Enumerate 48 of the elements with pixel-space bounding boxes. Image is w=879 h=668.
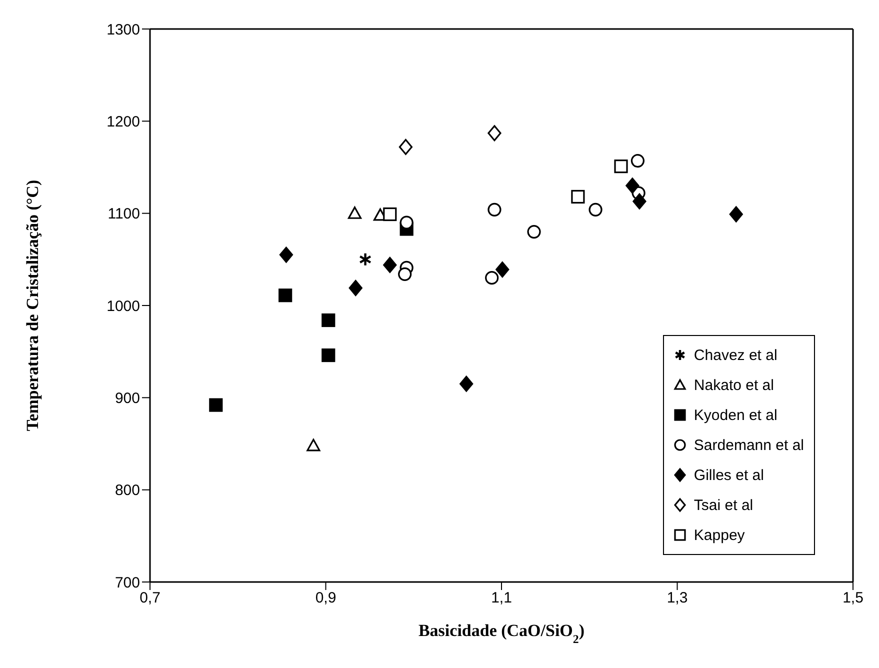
point <box>729 206 743 222</box>
x-tick-label: 0,7 <box>140 590 160 607</box>
point <box>209 398 223 412</box>
point <box>571 190 585 204</box>
point <box>630 154 645 168</box>
point <box>588 202 602 216</box>
legend-label: Tsai et al <box>694 496 754 514</box>
point <box>398 138 413 155</box>
point <box>278 288 292 302</box>
legend-label: Chavez et al <box>694 346 778 364</box>
legend-label: Sardemann et al <box>694 436 804 454</box>
legend-label: Gilles et al <box>694 466 764 484</box>
point <box>383 207 397 222</box>
y-tick-label: 1000 <box>106 298 140 315</box>
point <box>527 224 541 239</box>
point <box>626 178 640 194</box>
point <box>322 313 336 328</box>
x-tick-label: 1,5 <box>842 590 864 607</box>
point <box>614 160 628 174</box>
point <box>398 267 412 281</box>
y-axis-title: Temperatura de Cristalização (°C) <box>23 180 42 432</box>
y-tick-label: 700 <box>114 574 140 592</box>
point <box>488 202 502 216</box>
point <box>488 125 502 142</box>
y-tick-label: 900 <box>114 390 140 407</box>
point <box>279 246 294 263</box>
y-tick-label: 1200 <box>106 113 140 130</box>
x-tick-label: 1,1 <box>491 590 512 607</box>
point <box>306 438 320 452</box>
legend-label: Kappey <box>694 526 745 544</box>
point <box>348 280 362 296</box>
point <box>348 206 362 219</box>
point <box>632 193 646 210</box>
x-tick-label: 1,3 <box>666 590 688 607</box>
x-tick-label: 0,9 <box>315 590 336 607</box>
legend-label: Nakato et al <box>694 376 774 394</box>
legend-label: Kyoden et al <box>694 406 778 424</box>
point <box>322 348 336 362</box>
y-tick-label: 800 <box>114 482 140 500</box>
point <box>400 216 414 230</box>
point <box>460 376 474 392</box>
x-axis-title: Basicidade (CaO/SiO$_{2}$) <box>418 621 585 646</box>
point <box>383 256 397 273</box>
y-tick-label: 1100 <box>108 206 140 223</box>
point <box>485 271 499 285</box>
y-tick-label: 1300 <box>106 21 140 38</box>
point <box>496 262 510 278</box>
point <box>359 252 372 267</box>
